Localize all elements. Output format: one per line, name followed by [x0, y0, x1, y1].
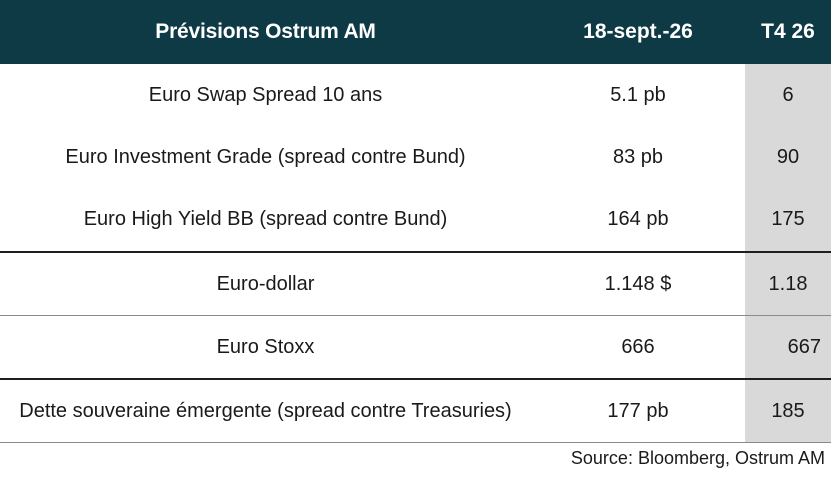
- row-forecast-value: 175: [745, 188, 831, 251]
- row-label: Euro Swap Spread 10 ans: [148, 83, 383, 106]
- row-label: Euro Stoxx: [216, 335, 315, 358]
- row-current-value: 666: [621, 335, 655, 358]
- row-forecast-value: 667: [745, 316, 831, 378]
- header-forecasts-label: Prévisions Ostrum AM: [155, 20, 376, 43]
- row-current-value: 1.148 $: [604, 272, 672, 295]
- row-forecast-value: 1.18: [745, 253, 831, 315]
- table-row: Euro Investment Grade (spread contre Bun…: [0, 126, 831, 188]
- row-current-value: 83 pb: [612, 145, 664, 168]
- row-label: Euro Investment Grade (spread contre Bun…: [65, 145, 466, 168]
- forecast-table: Prévisions Ostrum AM 18-sept.-26 T4 26 E…: [0, 0, 831, 443]
- row-current-value: 177 pb: [607, 399, 669, 422]
- table-row: Euro High Yield BB (spread contre Bund) …: [0, 188, 831, 251]
- row-forecast-value: 6: [745, 64, 831, 126]
- row-forecast-value: 90: [745, 126, 831, 188]
- row-forecast-value: 185: [745, 380, 831, 442]
- table-row: Euro-dollar 1.148 $ 1.18: [0, 251, 831, 315]
- header-quarter: T4 26: [761, 20, 815, 43]
- row-current-value: 5.1 pb: [610, 83, 666, 106]
- table-row: Dette souveraine émergente (spread contr…: [0, 378, 831, 442]
- row-label: Dette souveraine émergente (spread contr…: [19, 399, 512, 422]
- source-note: Source: Bloomberg, Ostrum AM: [570, 448, 825, 468]
- table-header: Prévisions Ostrum AM 18-sept.-26 T4 26: [0, 0, 831, 64]
- header-date: 18-sept.-26: [583, 20, 693, 43]
- row-label: Euro High Yield BB (spread contre Bund): [83, 208, 448, 230]
- table-bottom-rule: [0, 442, 831, 443]
- row-current-value: 164 pb: [607, 208, 669, 230]
- table-row: Euro Stoxx 666 667: [0, 315, 831, 378]
- table-row: Euro Swap Spread 10 ans 5.1 pb 6: [0, 64, 831, 126]
- row-label: Euro-dollar: [216, 272, 315, 295]
